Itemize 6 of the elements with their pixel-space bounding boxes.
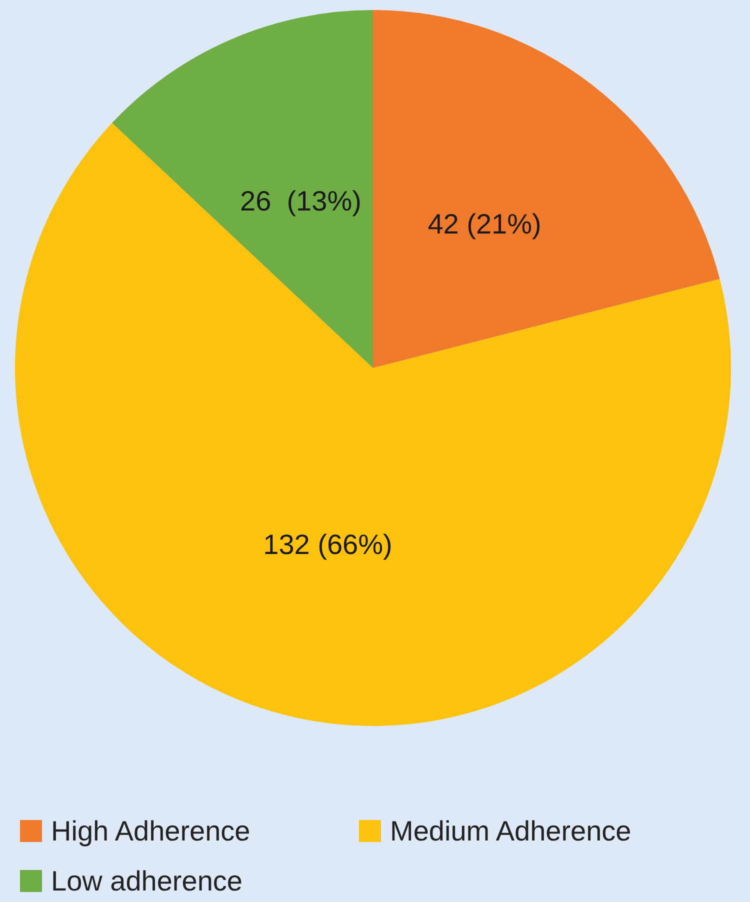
data-label: 26 (13%) [240,185,362,216]
legend-label: Low adherence [51,866,242,896]
data-label: 132 (66%) [263,528,392,560]
legend-label: High Adherence [51,816,250,846]
data-label: 42 (21%) [428,208,542,240]
legend-label: Medium Adherence [390,816,632,846]
